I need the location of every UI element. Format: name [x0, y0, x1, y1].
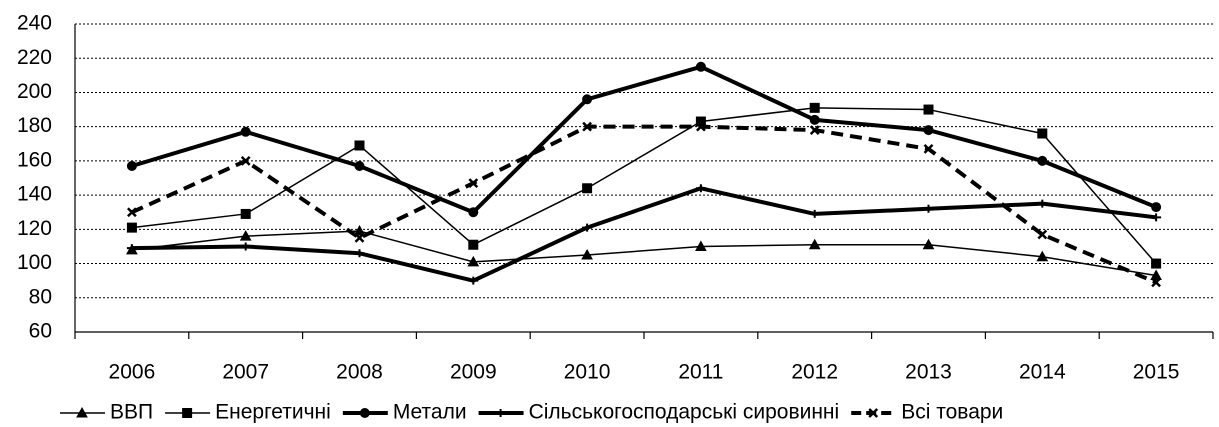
x-tick-label: 2010	[564, 361, 611, 384]
marker	[1151, 213, 1162, 222]
marker	[495, 409, 506, 417]
x-tick-label: 2006	[109, 361, 156, 384]
y-tick-label: 220	[17, 46, 52, 69]
marker	[1037, 155, 1048, 166]
marker	[582, 94, 593, 105]
marker	[582, 223, 593, 232]
marker	[353, 225, 366, 236]
x-tick-label: 2014	[1019, 361, 1066, 384]
series-line	[131, 64, 1157, 215]
marker	[240, 156, 251, 166]
marker	[1037, 229, 1048, 240]
marker	[923, 125, 934, 136]
marker	[182, 408, 193, 418]
marker	[468, 207, 479, 218]
marker	[1151, 277, 1161, 288]
marker	[1036, 250, 1049, 262]
marker	[359, 408, 370, 418]
marker	[1037, 128, 1048, 139]
x-tick-label: 2011	[678, 361, 723, 384]
marker	[868, 408, 879, 418]
marker	[239, 230, 252, 241]
y-tick-label: 140	[17, 183, 52, 206]
x-tick-label: 2008	[336, 361, 383, 384]
marker	[581, 248, 593, 260]
series-line	[131, 107, 1157, 265]
marker	[127, 207, 137, 218]
marker	[1037, 199, 1048, 208]
y-tick-label: 60	[29, 320, 52, 343]
marker	[468, 178, 479, 189]
marker	[467, 255, 480, 267]
marker	[354, 249, 365, 258]
marker	[809, 102, 820, 113]
y-tick-label: 160	[17, 148, 52, 171]
y-tick-label: 180	[17, 114, 52, 137]
marker	[468, 239, 479, 250]
legend-label: Метали	[393, 401, 467, 424]
legend-label: ВВП	[110, 401, 153, 424]
series-line	[131, 186, 1157, 283]
marker	[922, 238, 935, 250]
marker	[354, 233, 365, 243]
marker	[354, 140, 365, 151]
marker	[468, 276, 479, 285]
legend-label: Сільськогосподарські сировинні	[529, 401, 840, 424]
legend-label: Енергетичні	[215, 401, 331, 424]
legend-label: Всі товари	[901, 401, 1003, 424]
y-tick-label: 120	[17, 217, 52, 240]
marker	[76, 406, 88, 418]
x-tick-label: 2009	[450, 361, 497, 384]
marker	[126, 161, 137, 172]
marker	[695, 61, 706, 72]
x-tick-label: 2007	[222, 361, 269, 384]
y-tick-label: 240	[17, 12, 52, 35]
marker	[240, 126, 251, 137]
marker	[1151, 202, 1162, 213]
marker	[240, 242, 251, 251]
marker	[808, 238, 821, 250]
y-tick-label: 80	[29, 285, 52, 308]
marker	[695, 240, 707, 251]
marker	[696, 121, 706, 132]
marker	[354, 161, 365, 172]
marker	[809, 209, 820, 218]
marker	[695, 184, 706, 193]
marker	[582, 183, 593, 194]
marker	[809, 125, 820, 135]
marker	[1151, 258, 1162, 269]
marker	[126, 244, 137, 253]
marker	[923, 104, 934, 115]
x-tick-label: 2013	[905, 361, 952, 384]
y-tick-label: 100	[17, 251, 52, 274]
marker	[240, 208, 251, 219]
marker	[923, 204, 934, 213]
x-tick-label: 2015	[1133, 361, 1180, 384]
marker	[809, 114, 820, 125]
y-tick-label: 200	[17, 80, 52, 103]
marker	[126, 222, 137, 233]
series-line	[131, 124, 1157, 285]
series-line	[131, 230, 1157, 277]
marker	[1150, 269, 1162, 281]
x-tick-label: 2012	[791, 361, 838, 384]
marker	[923, 144, 934, 154]
marker	[582, 121, 592, 132]
